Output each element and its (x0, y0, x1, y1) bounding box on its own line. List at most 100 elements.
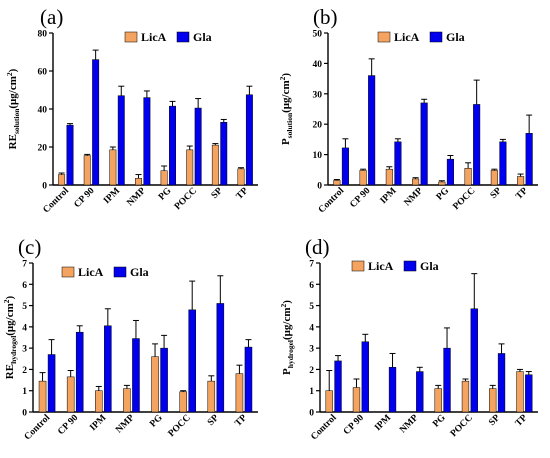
legend-label-lica: LicA (78, 265, 104, 279)
y-axis-label-close: ) (281, 300, 293, 304)
legend-label-gla: Gla (193, 30, 212, 44)
y-axis-label-main: P (281, 368, 293, 375)
x-tick-label: CP 90 (342, 413, 366, 437)
bar-gla-tp (245, 94, 253, 186)
legend-swatch-lica (377, 31, 391, 43)
y-tick-label: 40 (38, 106, 48, 116)
bar-lica-pg (160, 170, 168, 186)
y-tick-label: 10 (313, 151, 323, 161)
bar-lica-pocc (179, 391, 187, 413)
bar-gla-pocc (194, 107, 202, 186)
bar-gla-sp (220, 122, 228, 186)
x-tick-label: POCC (449, 413, 475, 439)
x-tick-label: SP (487, 413, 502, 428)
y-tick-label: 40 (313, 60, 323, 70)
bar-lica-pg (434, 388, 442, 413)
y-axis-label: Phydrogel(μg/cm2) (279, 300, 295, 375)
bar-lica-control (38, 380, 47, 413)
legend-label-lica: LicA (141, 30, 167, 44)
x-tick-label: PG (431, 413, 448, 430)
y-tick-label: 0 (22, 409, 27, 419)
x-tick-label: IPM (88, 413, 108, 433)
legend-swatch-lica (61, 266, 75, 278)
y-tick-label: 0 (42, 182, 47, 192)
bar-gla-control (66, 124, 74, 186)
bar-lica-pg (438, 181, 446, 186)
bar-lica-tp (235, 373, 244, 413)
x-tick-label: PG (435, 186, 452, 203)
y-axis-label-main: RE (7, 134, 19, 149)
bar-gla-tp (525, 133, 533, 186)
y-tick-label: 5 (309, 302, 314, 312)
y-tick-label: 6 (309, 281, 314, 291)
panel-label: (c) (18, 235, 41, 259)
x-tick-label: NMP (114, 413, 137, 436)
bar-lica-sp (489, 388, 497, 413)
legend-label-lica: LicA (368, 259, 394, 273)
bar-lica-ipm (109, 149, 117, 186)
legend-swatch-gla (403, 260, 417, 272)
x-tick-label: SP (210, 186, 225, 201)
x-tick-label: SP (206, 413, 221, 428)
bar-gla-sp (497, 353, 506, 413)
x-tick-label: SP (489, 186, 504, 201)
y-axis-label-close: ) (280, 73, 292, 77)
panel-label: (a) (40, 5, 63, 29)
x-tick-label: IPM (102, 186, 122, 206)
y-tick-label: 2 (309, 366, 314, 376)
y-tick-label: 30 (313, 90, 323, 100)
y-axis-label-close: ) (7, 68, 19, 72)
bar-lica-nmp (123, 388, 131, 413)
bar-gla-control (334, 360, 342, 413)
bar-gla-nmp (420, 102, 428, 186)
legend-swatch-gla (429, 31, 443, 43)
bar-gla-pocc (188, 309, 196, 413)
bar-lica-tp (517, 176, 525, 186)
y-axis-label-main: RE (4, 364, 16, 379)
x-tick-label: CP 90 (56, 413, 80, 437)
y-axis-label-sup: 2 (2, 299, 11, 303)
x-tick-label: Control (23, 413, 53, 443)
bar-lica-nmp (135, 178, 142, 186)
y-axis-label-unit: (μg/cm (280, 80, 292, 113)
bar-lica-tp (516, 371, 524, 413)
y-tick-label: 7 (22, 260, 27, 270)
y-axis-label: REsolution(μg/cm2) (5, 68, 21, 149)
bar-gla-pg (443, 347, 451, 413)
bar-lica-cp-90 (352, 387, 361, 413)
panel-label: (b) (313, 5, 338, 29)
x-tick-label: POCC (173, 186, 199, 212)
x-tick-label: POCC (167, 413, 193, 439)
bar-gla-control (47, 354, 56, 413)
legend-label-gla: Gla (130, 265, 149, 279)
y-axis-label-unit: (μg/cm (281, 307, 293, 340)
x-tick-label: TP (235, 186, 251, 202)
bar-lica-ipm (95, 390, 103, 413)
bar-gla-ipm (117, 95, 125, 186)
bar-lica-pocc (464, 168, 472, 186)
x-tick-label: TP (514, 186, 530, 202)
bar-lica-control (333, 180, 341, 186)
bar-gla-cp-90 (92, 59, 100, 186)
bar-gla-nmp (132, 338, 140, 413)
y-axis-label-sub: hydrogel (9, 336, 18, 364)
bar-gla-ipm (104, 325, 112, 413)
bar-gla-cp-90 (361, 341, 369, 413)
bar-gla-nmp (416, 371, 424, 413)
bar-lica-control (58, 174, 66, 186)
legend-label-lica: LicA (394, 30, 420, 44)
y-axis-label-unit: (μg/cm (7, 76, 19, 109)
y-tick-label: 1 (22, 387, 27, 397)
bar-gla-pocc (470, 308, 478, 413)
bar-lica-cp-90 (83, 155, 91, 186)
y-axis-label: Psolution(μg/cm2) (278, 73, 294, 145)
legend-swatch-lica (124, 31, 138, 43)
bar-lica-cp-90 (66, 376, 75, 413)
bar-gla-pg (160, 347, 168, 413)
y-tick-label: 7 (309, 260, 314, 270)
x-tick-label: IPM (379, 186, 399, 206)
